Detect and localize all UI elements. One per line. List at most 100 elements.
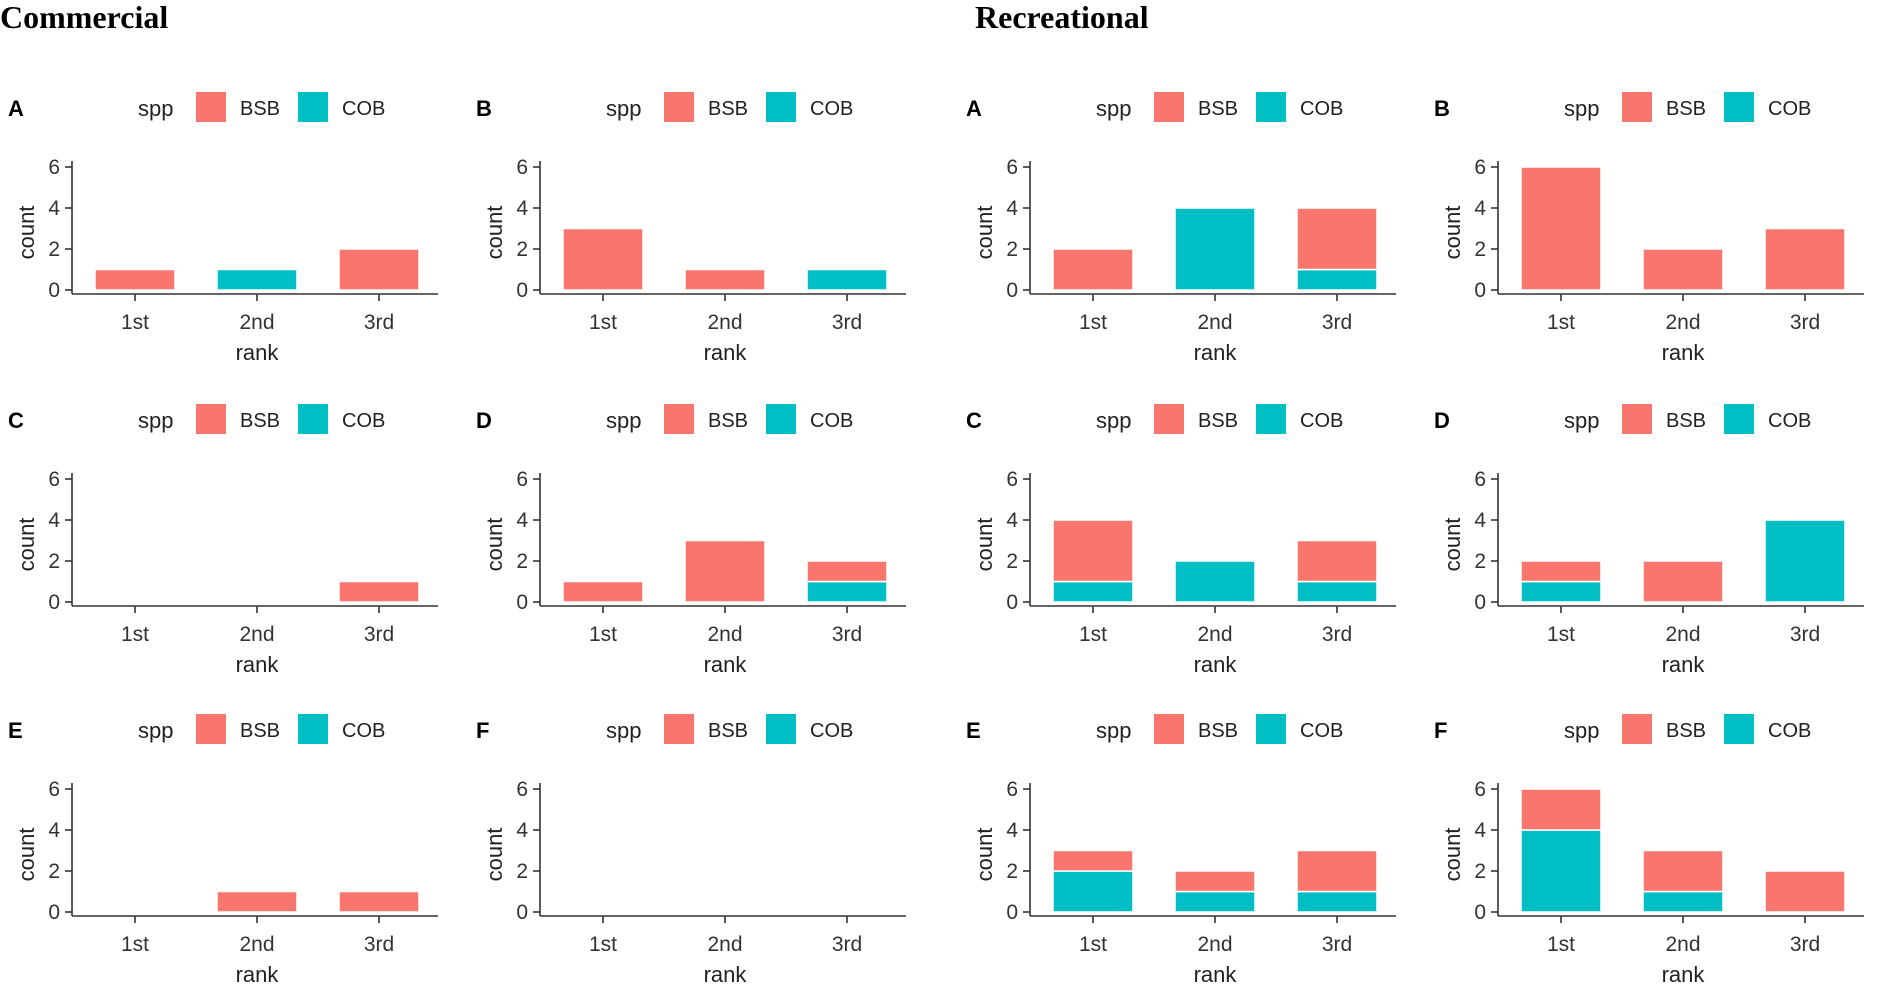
y-tick-label: 0 [1474,901,1486,924]
y-tick-label: 2 [516,238,528,261]
legend-label-bsb: BSB [1666,410,1706,432]
y-tick-label: 4 [1006,819,1018,842]
legend-label-bsb: BSB [1198,720,1238,742]
bar-bsb-3rd [338,248,420,291]
bar-cob-2nd [1174,207,1256,291]
legend-title: spp [606,408,641,433]
bar-bsb-1st [1052,519,1134,583]
x-axis-title: rank [1662,962,1706,987]
y-tick-label: 0 [516,591,528,614]
legend-title: spp [138,718,173,743]
y-tick-label: 2 [516,550,528,573]
legend-label-cob: COB [1300,98,1343,120]
panel-label: E [966,718,981,743]
legend-label-bsb: BSB [1198,410,1238,432]
x-tick-label: 3rd [364,933,394,956]
bar-cob-3rd [806,268,888,291]
y-tick-label: 4 [1006,197,1018,220]
bar-bsb-3rd [338,580,420,603]
bar-bsb-3rd [1764,227,1846,291]
x-tick-label: 2nd [239,311,274,334]
x-tick-label: 1st [121,311,149,334]
legend-title: spp [1096,718,1131,743]
bar-cob-2nd [1174,890,1256,913]
legend-key-cob [298,92,328,122]
panel-label: E [8,718,23,743]
x-tick-label: 2nd [1197,623,1232,646]
bar-bsb-3rd [1296,539,1378,583]
bar-bsb-3rd [1296,849,1378,893]
legend-label-bsb: BSB [1198,98,1238,120]
x-tick-label: 3rd [832,311,862,334]
x-tick-label: 1st [1547,933,1575,956]
y-tick-label: 2 [48,860,60,883]
legend-label-cob: COB [1300,720,1343,742]
y-axis-title: count [1440,206,1465,260]
legend-label-cob: COB [342,410,385,432]
y-tick-label: 0 [1006,901,1018,924]
y-tick-label: 2 [1474,550,1486,573]
y-axis-title: count [482,828,507,882]
y-tick-label: 2 [1006,238,1018,261]
legend-label-cob: COB [810,98,853,120]
y-tick-label: 4 [48,509,60,532]
legend-label-bsb: BSB [708,98,748,120]
y-tick-label: 0 [1006,591,1018,614]
x-tick-label: 1st [121,623,149,646]
y-axis-title: count [482,518,507,572]
y-axis-title: count [14,828,39,882]
y-tick-label: 6 [48,468,60,491]
y-tick-label: 6 [1006,468,1018,491]
x-axis-title: rank [236,652,280,677]
bar-cob-1st [1052,580,1134,603]
legend-key-cob [1724,404,1754,434]
y-tick-label: 0 [516,279,528,302]
bar-bsb-2nd [1642,560,1724,603]
x-tick-label: 2nd [239,933,274,956]
legend-title: spp [606,718,641,743]
legend-label-bsb: BSB [708,410,748,432]
y-tick-label: 4 [516,509,528,532]
y-axis-title: count [1440,518,1465,572]
y-tick-label: 4 [1474,819,1486,842]
y-tick-label: 6 [1474,778,1486,801]
legend-key-cob [766,714,796,744]
x-tick-label: 1st [589,311,617,334]
y-tick-label: 6 [48,156,60,179]
bar-cob-3rd [1296,268,1378,291]
legend-key-bsb [196,714,226,744]
legend-key-cob [766,404,796,434]
x-tick-label: 1st [589,623,617,646]
legend-key-cob [1256,404,1286,434]
legend-key-bsb [1154,714,1184,744]
y-axis-title: count [972,206,997,260]
y-tick-label: 6 [1474,468,1486,491]
legend-key-bsb [1622,92,1652,122]
legend-title: spp [138,96,173,121]
legend-title: spp [1564,96,1599,121]
panel-label: A [966,96,982,121]
x-tick-label: 1st [1547,311,1575,334]
bar-bsb-2nd [216,890,298,913]
x-tick-label: 3rd [364,623,394,646]
y-tick-label: 4 [1474,509,1486,532]
x-axis-title: rank [704,340,748,365]
legend-key-cob [1724,92,1754,122]
x-tick-label: 3rd [1322,933,1352,956]
y-tick-label: 4 [516,819,528,842]
y-tick-label: 0 [48,591,60,614]
bar-cob-1st [1520,829,1602,913]
x-tick-label: 3rd [1790,623,1820,646]
legend-title: spp [1564,718,1599,743]
x-tick-label: 1st [1079,933,1107,956]
x-tick-label: 2nd [1197,933,1232,956]
y-tick-label: 2 [48,238,60,261]
bar-cob-2nd [216,268,298,291]
y-tick-label: 2 [1006,550,1018,573]
y-axis-title: count [1440,828,1465,882]
bar-bsb-2nd [1642,849,1724,893]
